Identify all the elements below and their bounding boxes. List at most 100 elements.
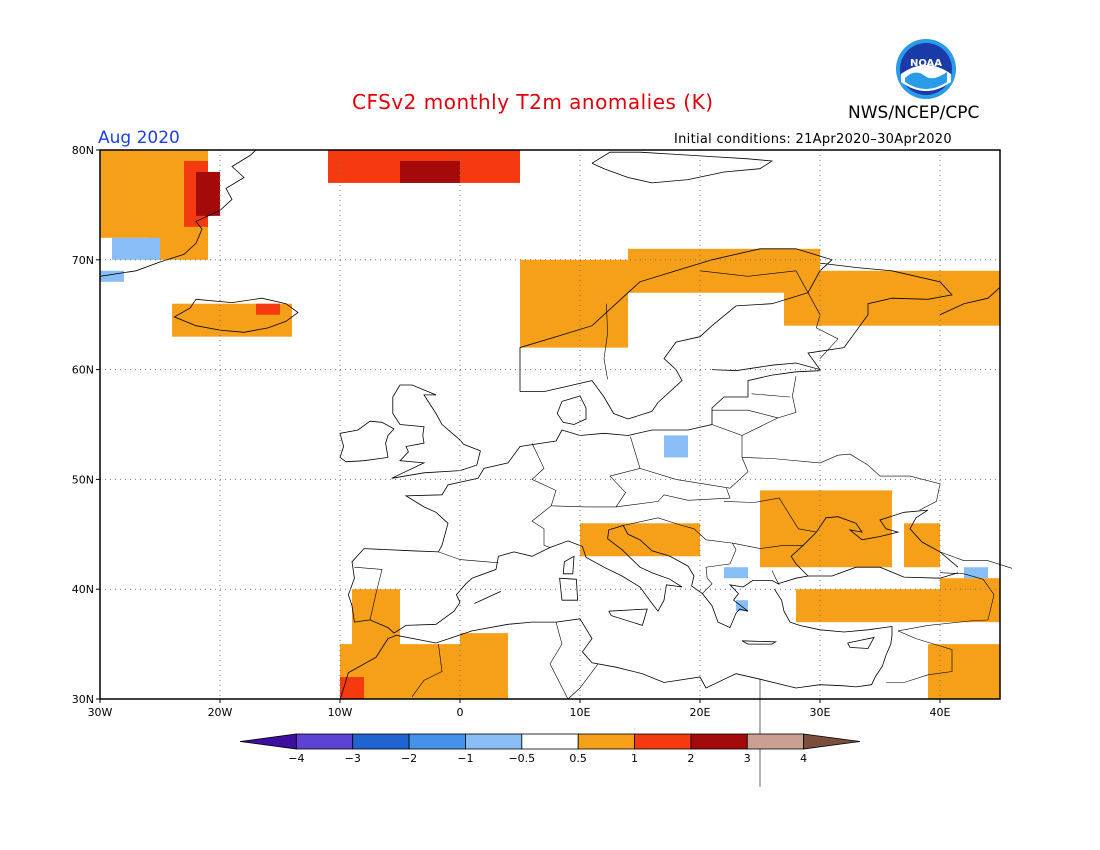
- border-17: [897, 572, 995, 632]
- colorbar-label-0: −4: [288, 752, 304, 765]
- border-18: [886, 630, 953, 683]
- coastline-10: [173, 297, 299, 333]
- colorbar-label-9: 4: [800, 752, 807, 765]
- colorbar-swatch-2: [352, 733, 410, 750]
- colorbar-swatch-1: [295, 733, 354, 750]
- colorbar-swatch-6: [577, 733, 635, 750]
- colorbar-swatch-10: [803, 733, 861, 750]
- colorbar-swatch-4: [465, 733, 523, 750]
- border-4: [354, 566, 383, 620]
- border-6: [623, 517, 737, 594]
- border-16: [771, 570, 780, 585]
- lon-label-0: 30W: [88, 706, 113, 719]
- lat-label-2: 60N: [72, 364, 94, 377]
- border-14: [699, 270, 797, 277]
- coastline-17: [847, 636, 875, 649]
- logo-text: NOAA: [910, 58, 942, 69]
- coastline-1: [711, 262, 953, 372]
- coastline-8: [391, 384, 481, 479]
- lat-label-5: 30N: [72, 693, 94, 706]
- border-13: [795, 270, 839, 359]
- colorbar-swatch-0: [239, 733, 297, 750]
- border-20: [567, 663, 599, 700]
- coastline-2: [939, 287, 1001, 316]
- anomaly-cell-9: [400, 160, 460, 183]
- agency-label: NWS/NCEP/CPC: [848, 103, 980, 123]
- anomaly-layer: [100, 150, 1000, 699]
- anomaly-cell-20: [796, 589, 940, 623]
- border-9: [741, 453, 941, 511]
- anomaly-cell-19: [340, 677, 364, 699]
- colorbar-swatch-3: [408, 733, 466, 750]
- colorbar-swatch-7: [634, 733, 692, 750]
- coastline-16: [741, 640, 777, 645]
- lon-label-3: 0: [457, 706, 464, 719]
- coastline-12: [591, 151, 774, 184]
- coastline-13: [559, 577, 579, 601]
- anomaly-cell-25: [964, 567, 988, 579]
- initial-conditions: Initial conditions: 21Apr2020–30Apr2020: [674, 132, 952, 147]
- coastline-14: [562, 555, 575, 575]
- noaa-logo: NOAA: [896, 39, 956, 99]
- anomaly-cell-22: [928, 644, 1000, 699]
- colorbar-label-3: −1: [457, 752, 473, 765]
- lon-label-2: 10W: [328, 706, 353, 719]
- coastline-9: [339, 420, 395, 463]
- coastline-6: [808, 566, 959, 579]
- coastline-5: [347, 429, 959, 634]
- border-8: [723, 497, 817, 533]
- anomaly-cell-5: [100, 270, 124, 282]
- anomaly-cell-3: [196, 171, 220, 216]
- lat-label-0: 80N: [72, 144, 94, 157]
- border-3: [438, 551, 499, 564]
- coastline-7: [339, 588, 893, 700]
- colorbar-label-7: 2: [687, 752, 694, 765]
- border-10: [741, 376, 797, 436]
- colorbar-label-6: 1: [631, 752, 638, 765]
- colorbar-swatch-9: [746, 733, 805, 750]
- border-1: [639, 424, 749, 489]
- border-23: [939, 551, 1013, 569]
- lat-label-1: 70N: [72, 254, 94, 267]
- colorbar-label-1: −3: [345, 752, 361, 765]
- anomaly-cell-7: [256, 303, 280, 315]
- coastline-3: [556, 395, 587, 425]
- anomaly-cell-24: [724, 567, 748, 579]
- colorbar-swatch-8: [690, 733, 748, 750]
- border-11: [712, 409, 779, 419]
- map-frame: [99, 149, 1001, 700]
- border-0: [531, 436, 641, 508]
- border-2: [531, 505, 552, 548]
- colorbar: −4 −3 −2 −1 −0.5 0.5 1 2 3 4: [239, 733, 861, 765]
- coastline-15: [608, 608, 648, 626]
- lon-label-6: 30E: [810, 706, 831, 719]
- anomaly-cell-15: [904, 523, 940, 568]
- gridlines: [100, 150, 1000, 699]
- border-7: [732, 542, 804, 549]
- lon-label-7: 40E: [930, 706, 951, 719]
- border-22: [411, 644, 443, 697]
- anomaly-cell-14: [760, 490, 892, 568]
- border-21: [549, 622, 569, 700]
- anomaly-cell-10: [520, 259, 628, 348]
- colorbar-swatch-5: [521, 733, 579, 750]
- colorbar-label-2: −2: [401, 752, 417, 765]
- chart-title: CFSv2 monthly T2m anomalies (K): [352, 90, 714, 114]
- anomaly-cell-23: [664, 435, 688, 458]
- coastline-18: [474, 591, 501, 604]
- coastlines: [99, 149, 1013, 787]
- anomaly-cell-4: [112, 237, 160, 260]
- colorbar-label-4: −0.5: [508, 752, 535, 765]
- forecast-month: Aug 2020: [98, 128, 180, 148]
- lat-label-3: 50N: [72, 473, 94, 486]
- anomaly-cell-26: [736, 600, 748, 612]
- lon-label-1: 20W: [208, 706, 233, 719]
- lon-label-4: 10E: [570, 706, 591, 719]
- anomaly-cell-18: [460, 633, 508, 699]
- border-15: [603, 303, 608, 380]
- colorbar-label-5: 0.5: [569, 752, 587, 765]
- lat-label-4: 40N: [72, 583, 94, 596]
- coastline-0: [519, 248, 833, 420]
- border-5: [615, 488, 731, 508]
